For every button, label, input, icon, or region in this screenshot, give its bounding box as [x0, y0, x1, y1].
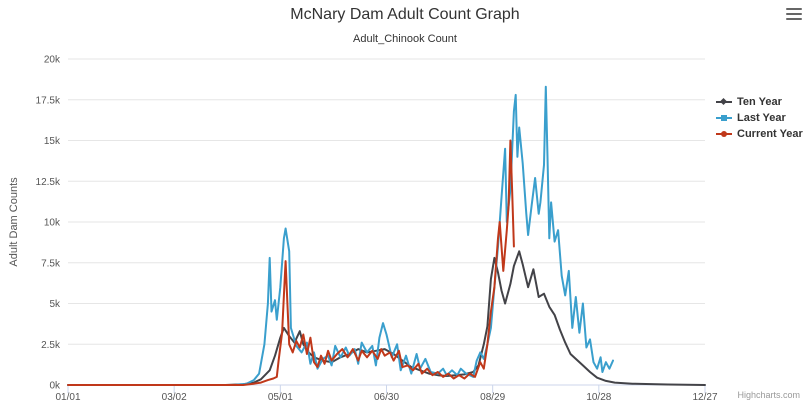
- legend-label-ten-year: Ten Year: [737, 96, 782, 108]
- legend-swatch-last-year: [716, 113, 732, 123]
- chart-title: McNary Dam Adult Count Graph: [290, 6, 520, 23]
- legend-item-current-year[interactable]: Current Year: [716, 126, 803, 142]
- y-tick-label: 2.5k: [41, 340, 61, 351]
- x-tick-label: 10/28: [586, 392, 611, 403]
- legend-label-current-year: Current Year: [737, 128, 803, 140]
- legend-swatch-current-year: [716, 129, 732, 139]
- legend-item-last-year[interactable]: Last Year: [716, 110, 803, 126]
- credits-link[interactable]: Highcharts.com: [737, 390, 800, 400]
- chart-subtitle: Adult_Chinook Count: [353, 33, 457, 45]
- legend-label-last-year: Last Year: [737, 112, 786, 124]
- x-tick-label: 12/27: [692, 392, 717, 403]
- legend-item-ten-year[interactable]: Ten Year: [716, 94, 803, 110]
- y-tick-label: 5k: [49, 299, 61, 310]
- y-tick-label: 0k: [49, 381, 61, 392]
- series-line-ten-year: [67, 250, 706, 386]
- y-tick-label: 7.5k: [41, 258, 61, 269]
- y-tick-label: 10k: [44, 218, 61, 229]
- x-tick-label: 05/01: [268, 392, 293, 403]
- x-tick-label: 06/30: [374, 392, 399, 403]
- hamburger-menu-icon[interactable]: [786, 8, 802, 22]
- series-line-last-year: [67, 85, 614, 386]
- y-axis-label: Adult Dam Counts: [8, 177, 20, 267]
- y-tick-label: 12.5k: [36, 177, 61, 188]
- x-tick-label: 01/01: [55, 392, 80, 403]
- legend-swatch-ten-year: [716, 97, 732, 107]
- legend: Ten Year Last Year Current Year: [716, 94, 803, 142]
- y-tick-label: 20k: [44, 55, 61, 66]
- y-tick-label: 17.5k: [36, 95, 61, 106]
- x-tick-label: 03/02: [162, 392, 187, 403]
- x-tick-label: 08/29: [480, 392, 505, 403]
- y-tick-label: 15k: [44, 136, 61, 147]
- series-line-current-year: [67, 139, 515, 386]
